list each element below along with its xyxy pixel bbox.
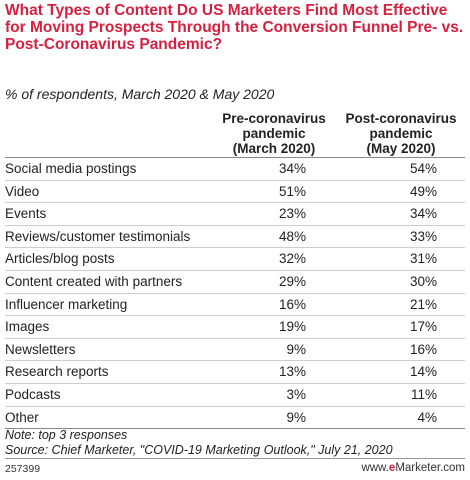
value-pre: 23% xyxy=(278,206,306,222)
value-post: 17% xyxy=(409,319,437,335)
table-row: Other 9% 4% xyxy=(5,407,465,430)
footer: 257399 www.eMarketer.com xyxy=(5,458,465,477)
table-row: Video 51% 49% xyxy=(5,181,465,204)
chart-subtitle: % of respondents, March 2020 & May 2020 xyxy=(5,86,275,102)
value-post: 33% xyxy=(409,228,437,244)
table-row: Images 19% 17% xyxy=(5,316,465,339)
value-post: 4% xyxy=(417,409,437,425)
value-pre: 9% xyxy=(286,409,306,425)
row-label: Research reports xyxy=(5,364,109,380)
value-pre: 16% xyxy=(278,296,306,312)
note-text: Note: top 3 responses xyxy=(5,428,128,442)
value-post: 21% xyxy=(409,296,437,312)
table-row: Research reports 13% 14% xyxy=(5,361,465,384)
row-label: Images xyxy=(5,319,50,335)
row-label: Social media postings xyxy=(5,161,137,176)
column-header-post: Post-coronavirus pandemic (May 2020) xyxy=(345,111,457,156)
chart-title: What Types of Content Do US Marketers Fi… xyxy=(5,2,464,53)
brand-logo: www.eMarketer.com xyxy=(361,462,465,474)
value-post: 14% xyxy=(409,364,437,380)
value-post: 31% xyxy=(409,251,437,267)
row-label: Influencer marketing xyxy=(5,296,128,312)
row-label: Events xyxy=(5,206,47,222)
column-header-pre: Pre-coronavirus pandemic (March 2020) xyxy=(222,111,326,156)
table-row: Events 23% 34% xyxy=(5,203,465,226)
table-header: Pre-coronavirus pandemic (March 2020) Post… xyxy=(5,107,465,158)
row-label: Podcasts xyxy=(5,386,61,402)
value-pre: 34% xyxy=(278,161,306,176)
value-pre: 32% xyxy=(278,251,306,267)
table-row: Articles/blog posts 32% 31% xyxy=(5,248,465,271)
table-row: Content created with partners 29% 30% xyxy=(5,271,465,294)
value-post: 49% xyxy=(409,183,437,199)
data-table: Pre-coronavirus pandemic (March 2020) Post… xyxy=(5,107,465,430)
table-body: Social media postings 34% 54% Video 51% 49% Ev… xyxy=(5,158,465,430)
table-row: Podcasts 3% 11% xyxy=(5,384,465,407)
value-post: 11% xyxy=(410,386,437,402)
table-row: Reviews/customer testimonials 48% 33% xyxy=(5,226,465,249)
row-label: Newsletters xyxy=(5,341,76,357)
brand-suffix: Marketer.com xyxy=(395,462,465,474)
value-post: 34% xyxy=(409,206,437,222)
value-pre: 3% xyxy=(286,386,306,402)
row-label: Other xyxy=(5,409,39,425)
table-row: Social media postings 34% 54% xyxy=(5,158,465,181)
value-post: 30% xyxy=(409,273,437,289)
value-pre: 9% xyxy=(286,341,306,357)
row-label: Video xyxy=(5,183,40,199)
brand-prefix: www. xyxy=(361,462,389,474)
row-label: Content created with partners xyxy=(5,273,183,289)
value-post: 54% xyxy=(409,161,437,176)
value-pre: 51% xyxy=(278,183,306,199)
value-pre: 48% xyxy=(278,228,306,244)
table-row: Influencer marketing 16% 21% xyxy=(5,294,465,317)
value-pre: 19% xyxy=(278,319,306,335)
value-post: 16% xyxy=(409,341,437,357)
table-row: Newsletters 9% 16% xyxy=(5,339,465,362)
value-pre: 29% xyxy=(278,273,306,289)
brand-e: e xyxy=(388,462,396,474)
row-label: Reviews/customer testimonials xyxy=(5,228,191,244)
source-text: Source: Chief Marketer, "COVID-19 Market… xyxy=(5,442,393,457)
row-label: Articles/blog posts xyxy=(5,251,115,267)
notes: Note: top 3 responses Source: Chief Mark… xyxy=(5,428,465,457)
chart-id: 257399 xyxy=(5,463,41,475)
value-pre: 13% xyxy=(278,364,306,380)
